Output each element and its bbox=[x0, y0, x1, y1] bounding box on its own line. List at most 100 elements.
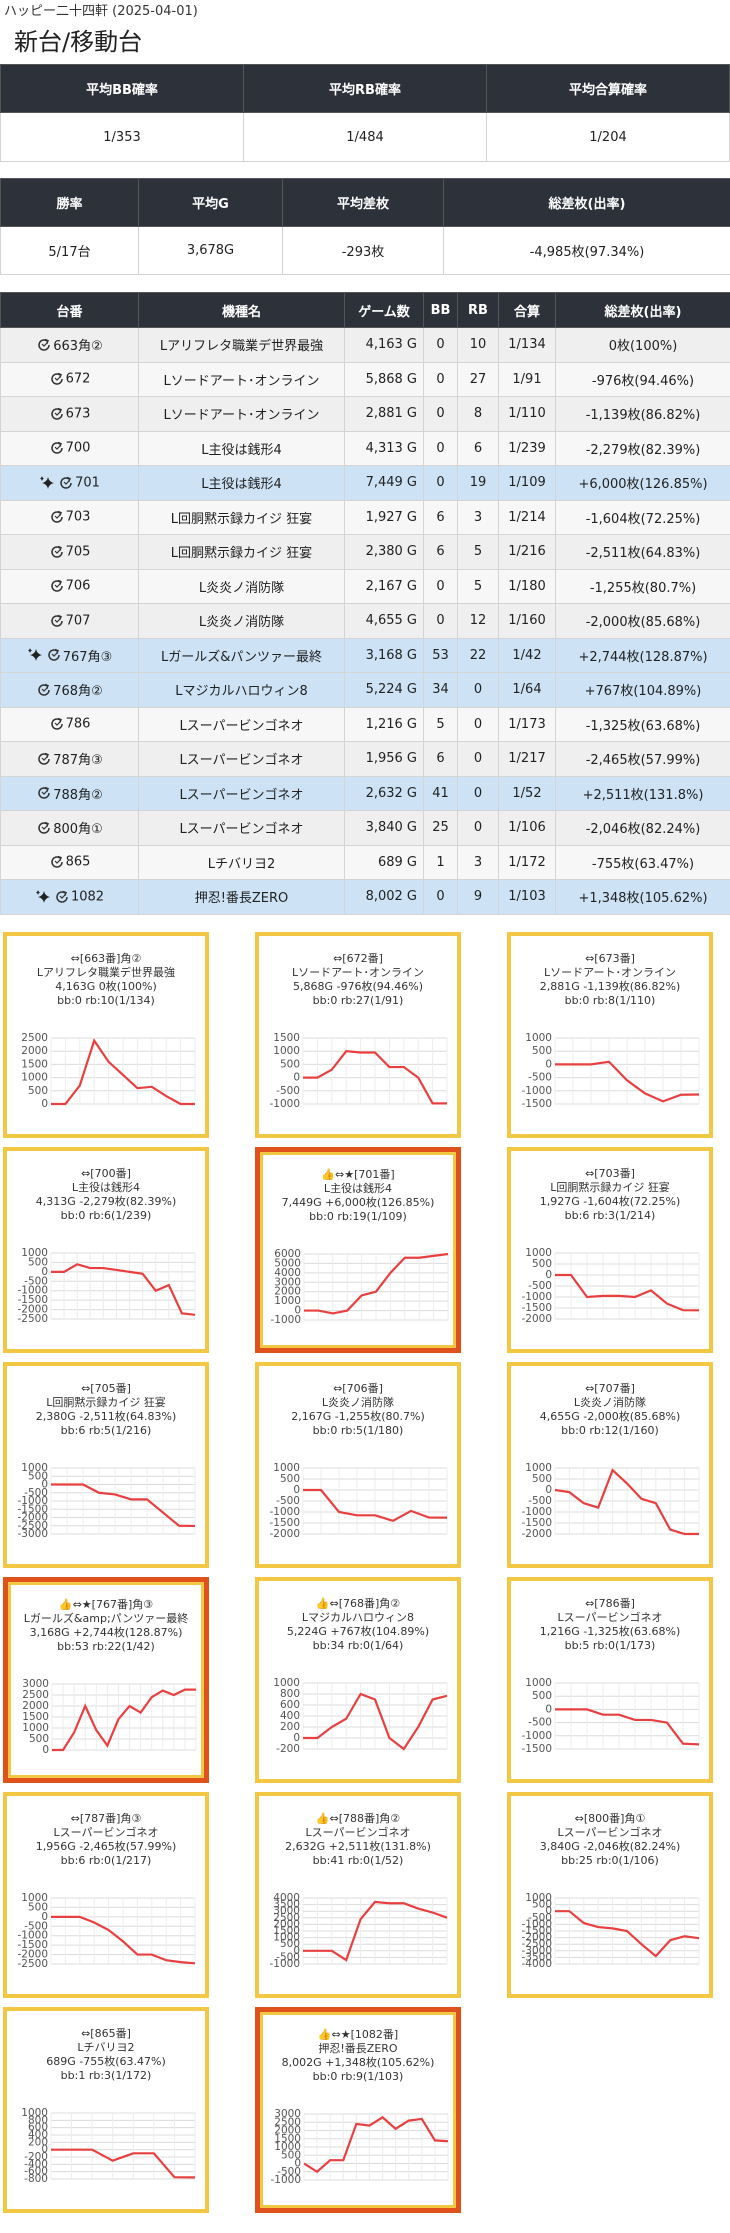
data-line bbox=[303, 1900, 448, 1962]
y-tick-label: 600 bbox=[28, 2122, 48, 2134]
cycle-mark bbox=[41, 790, 48, 796]
table-cell: 8 bbox=[457, 396, 499, 432]
y-tick-label: 0 bbox=[293, 1732, 300, 1744]
chart-title-line: Lスーパービンゴネオ bbox=[305, 1826, 411, 1839]
cycle-mark bbox=[59, 894, 66, 899]
table-cell: 1/180 bbox=[498, 568, 556, 604]
y-tick-label: 1500 bbox=[22, 1711, 49, 1723]
chart-title-line: 7,449G +6,000枚(126.85%) bbox=[281, 1196, 435, 1209]
chart-card: ⇔[673番] Lソードアート･オンライン 2,881G -1,139枚(86.82… bbox=[507, 932, 713, 1138]
table-cell: 1/214 bbox=[498, 499, 556, 535]
y-tick-label: 0 bbox=[293, 1072, 300, 1084]
table-cell: 0 bbox=[457, 775, 499, 811]
data-line bbox=[51, 1038, 195, 1106]
data-line bbox=[303, 1050, 447, 1105]
chart-title-line: Lアリフレタ職業デ世界最強 bbox=[36, 966, 176, 979]
summary-table: 勝率 平均G 平均差枚 総差枚(出率) 5/17台 3,678G -293枚 -4,985枚(… bbox=[0, 178, 730, 275]
data-row: 5/17台 3,678G -293枚 -4,985枚(97.34%) bbox=[0, 226, 730, 275]
table-cell: Lガールズ&パンツァー最終 bbox=[138, 637, 345, 673]
table-row: 701 L主役は銭形4 7,449 G 0 19 1/109 +6,000枚(126.85%… bbox=[0, 465, 730, 501]
y-tick-label: 2000 bbox=[21, 1045, 48, 1057]
table-cell: 1/217 bbox=[498, 741, 556, 777]
table-cell: -2,465枚(57.99%) bbox=[555, 741, 730, 777]
chart-title-line: ⇔[786番] bbox=[585, 1597, 635, 1610]
chart-title-line: bb:6 rb:5(1/216) bbox=[60, 1424, 152, 1437]
cycle-arrow bbox=[57, 545, 62, 551]
y-tick-label: 500 bbox=[532, 1690, 552, 1702]
y-tick-label: 0 bbox=[293, 1484, 300, 1496]
summary-value: 5/17台 bbox=[0, 226, 139, 275]
chart-title-line: 👍⇔★[701番] bbox=[321, 1168, 395, 1181]
chart-card: ⇔[700番] L主役は銭形4 4,313G -2,279枚(82.39%) bb:0… bbox=[3, 1147, 209, 1353]
table-cell: -2,511枚(64.83%) bbox=[555, 534, 730, 570]
data-line bbox=[304, 1252, 449, 1315]
chart-title-line: 1,927G -1,604枚(72.25%) bbox=[539, 1195, 681, 1208]
y-tick-label: 500 bbox=[280, 1473, 300, 1485]
cycle-mark bbox=[41, 687, 48, 692]
chart-title-line: 👍⇔★[767番]角③ bbox=[58, 1598, 154, 1611]
table-cell: 1/42 bbox=[498, 637, 556, 673]
table-row: 700 L主役は銭形4 4,313 G 0 6 1/239 -2,279枚(82.39%) bbox=[0, 430, 730, 466]
y-tick-label: -4000 bbox=[521, 1958, 552, 1970]
chart-title-line: 8,002G +1,348枚(105.62%) bbox=[281, 2056, 435, 2069]
table-cell: 673 bbox=[0, 396, 139, 432]
y-tick-label: -1000 bbox=[17, 1930, 48, 1942]
sparkle-icon bbox=[35, 889, 50, 903]
table-cell: 1/160 bbox=[498, 603, 556, 639]
y-tick-label: -500 bbox=[528, 1072, 552, 1084]
y-tick-label: 0 bbox=[545, 1905, 552, 1917]
summary-table: 平均BB確率 平均RB確率 平均合算確率 1/353 1/484 1/204 bbox=[0, 64, 730, 162]
y-tick-label: 2000 bbox=[274, 2125, 301, 2137]
y-tick-label: -2000 bbox=[17, 1304, 48, 1316]
chart-title-line: bb:0 rb:9(1/103) bbox=[312, 2070, 404, 2083]
y-tick-label: 1000 bbox=[525, 1677, 552, 1689]
data-line bbox=[51, 1263, 196, 1316]
chart-title-line: 5,224G +767枚(104.89%) bbox=[286, 1625, 430, 1638]
y-tick-label: 0 bbox=[545, 1058, 552, 1070]
y-tick-label: -500 bbox=[528, 1912, 552, 1924]
y-tick-label: -1500 bbox=[521, 1925, 552, 1937]
y-tick-label: -1000 bbox=[521, 1291, 552, 1303]
cycle-icon bbox=[50, 407, 63, 420]
table-cell: -1,325枚(63.68%) bbox=[555, 706, 730, 742]
chart-title-line: L主役は銭形4 bbox=[323, 1182, 393, 1195]
machine-number: 701 bbox=[75, 475, 100, 491]
table-cell: 1/172 bbox=[498, 844, 556, 880]
table-cell: 2,881 G bbox=[344, 396, 424, 432]
chart-card: 👍⇔★[701番] L主役は銭形4 7,449G +6,000枚(126.85%) b… bbox=[255, 1147, 461, 1353]
cycle-arc bbox=[60, 477, 72, 489]
summary-value: 1/484 bbox=[243, 112, 487, 162]
y-tick-label: 1000 bbox=[274, 1295, 301, 1307]
chart-title-line: L炎炎ノ消防隊 bbox=[573, 1396, 647, 1409]
y-tick-label: -2000 bbox=[269, 1528, 300, 1540]
table-cell: +2,744枚(128.87%) bbox=[555, 637, 730, 673]
table-cell: Lチバリヨ2 bbox=[138, 844, 345, 880]
y-tick-label: -1000 bbox=[521, 1085, 552, 1097]
table-cell: Lスーパービンゴネオ bbox=[138, 741, 345, 777]
chart-title-line: bb:0 rb:27(1/91) bbox=[312, 994, 404, 1007]
y-tick-label: -1000 bbox=[521, 1506, 552, 1518]
cycle-icon bbox=[60, 476, 72, 489]
chart-title-line: L回胴黙示録カイジ 狂宴 bbox=[46, 1396, 166, 1409]
cycle-icon bbox=[38, 683, 51, 696]
column-header: 平均BB確率 bbox=[0, 64, 244, 113]
table-cell: 1/239 bbox=[498, 430, 556, 466]
table-cell: 689 G bbox=[344, 844, 424, 880]
chart-title-line: ⇔[707番] bbox=[585, 1382, 635, 1395]
y-tick-label: 500 bbox=[280, 1938, 300, 1950]
y-tick-label: 1000 bbox=[21, 1462, 48, 1474]
chart-title-line: Lスーパービンゴネオ bbox=[53, 1826, 159, 1839]
cycle-mark bbox=[54, 376, 61, 382]
chart-title-line: ⇔[672番] bbox=[333, 952, 383, 965]
chart-title-line: ⇔[705番] bbox=[81, 1382, 131, 1395]
table-cell: -2,000枚(85.68%) bbox=[555, 603, 730, 639]
y-tick-label: -1000 bbox=[270, 2174, 301, 2186]
table-row: 767角③ Lガールズ&パンツァー最終 3,168 G 53 22 1/42 +2,744枚… bbox=[0, 637, 730, 673]
chart-card: ⇔[786番] Lスーパービンゴネオ 1,216G -1,325枚(63.68%) b… bbox=[507, 1577, 713, 1783]
